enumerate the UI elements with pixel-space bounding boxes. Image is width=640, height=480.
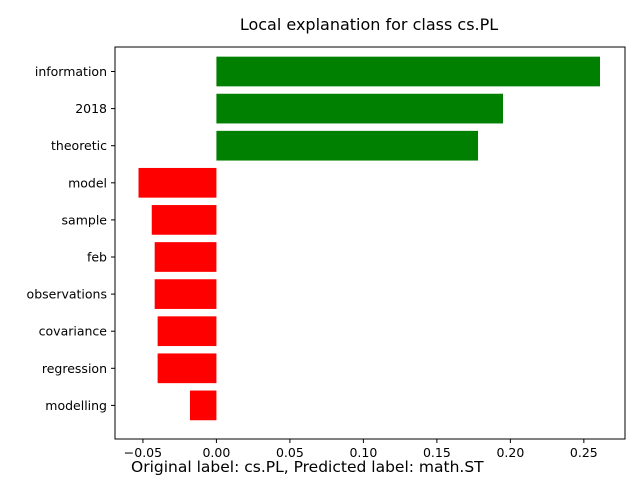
bar-observations bbox=[154, 279, 217, 309]
bar-theoretic bbox=[216, 130, 479, 161]
bars-group bbox=[138, 56, 601, 421]
y-tick-label: feb bbox=[87, 250, 107, 265]
y-tick-label: 2018 bbox=[75, 101, 107, 116]
chart-title: Local explanation for class cs.PL bbox=[240, 15, 498, 34]
bar-sample bbox=[151, 205, 217, 235]
y-tick-label: regression bbox=[42, 361, 107, 376]
y-tick-label: theoretic bbox=[51, 138, 107, 153]
x-tick-label: −0.05 bbox=[124, 445, 162, 460]
bar-covariance bbox=[157, 316, 217, 347]
y-tick-label: model bbox=[68, 175, 107, 190]
bar-feb bbox=[154, 242, 217, 272]
y-tick-label: modelling bbox=[45, 398, 107, 413]
x-tick-label: 0.20 bbox=[496, 445, 524, 460]
x-tick-label: 0.05 bbox=[276, 445, 304, 460]
bar-modelling bbox=[189, 390, 217, 421]
bar-2018 bbox=[216, 93, 504, 124]
y-tick-label: sample bbox=[62, 212, 108, 227]
caption: Original label: cs.PL, Predicted label: … bbox=[131, 458, 484, 476]
x-axis-ticks: −0.05 0.00 0.05 0.10 0.15 0.20 0.25 bbox=[124, 439, 598, 460]
bar-model bbox=[138, 167, 217, 198]
x-tick-label: 0.00 bbox=[202, 445, 230, 460]
x-tick-label: 0.25 bbox=[570, 445, 598, 460]
y-tick-label: covariance bbox=[39, 324, 108, 339]
bar-information bbox=[216, 56, 601, 87]
y-axis-ticks: information 2018 theoretic model sample feb ob… bbox=[27, 64, 115, 413]
y-tick-label: information bbox=[35, 64, 107, 79]
plot-frame bbox=[114, 46, 626, 440]
y-tick-label: observations bbox=[27, 287, 107, 302]
x-tick-label: 0.15 bbox=[423, 445, 451, 460]
bar-regression bbox=[157, 353, 217, 384]
x-tick-label: 0.10 bbox=[349, 445, 377, 460]
